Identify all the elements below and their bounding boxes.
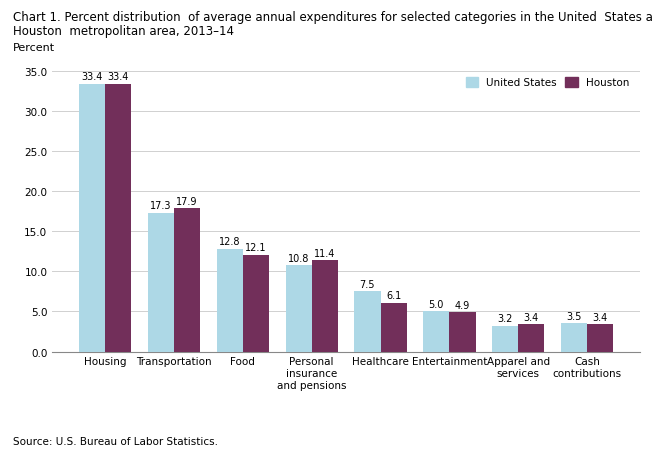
Bar [518, 325, 545, 352]
Text: 3.4: 3.4 [524, 312, 539, 322]
Text: 12.8: 12.8 [219, 237, 240, 247]
Bar [243, 255, 269, 352]
Bar [423, 312, 449, 352]
Text: 11.4: 11.4 [314, 248, 336, 258]
Text: 5.0: 5.0 [428, 299, 444, 309]
Bar [381, 303, 407, 352]
Bar [285, 265, 311, 352]
Text: 17.9: 17.9 [176, 196, 198, 206]
Bar [355, 292, 381, 352]
Bar [79, 84, 105, 352]
Text: 6.1: 6.1 [386, 290, 401, 300]
Bar [561, 324, 587, 352]
Text: Chart 1. Percent distribution  of average annual expenditures for selected categ: Chart 1. Percent distribution of average… [13, 11, 653, 24]
Bar [174, 208, 200, 352]
Bar [449, 313, 475, 352]
Bar [105, 84, 131, 352]
Text: Percent: Percent [13, 43, 56, 53]
Bar [217, 249, 243, 352]
Bar [148, 213, 174, 352]
Text: 33.4: 33.4 [82, 72, 103, 82]
Bar [492, 326, 518, 352]
Bar [587, 325, 613, 352]
Text: 3.2: 3.2 [498, 314, 513, 324]
Text: 17.3: 17.3 [150, 201, 172, 211]
Text: 4.9: 4.9 [455, 300, 470, 310]
Text: 10.8: 10.8 [288, 253, 310, 263]
Text: 12.1: 12.1 [245, 243, 266, 253]
Text: 7.5: 7.5 [360, 279, 375, 290]
Text: 3.4: 3.4 [592, 312, 608, 322]
Text: 33.4: 33.4 [108, 72, 129, 82]
Text: Houston  metropolitan area, 2013–14: Houston metropolitan area, 2013–14 [13, 25, 234, 38]
Bar [311, 261, 338, 352]
Legend: United States, Houston: United States, Houston [460, 73, 635, 93]
Text: 3.5: 3.5 [566, 311, 582, 322]
Text: Source: U.S. Bureau of Labor Statistics.: Source: U.S. Bureau of Labor Statistics. [13, 437, 218, 446]
